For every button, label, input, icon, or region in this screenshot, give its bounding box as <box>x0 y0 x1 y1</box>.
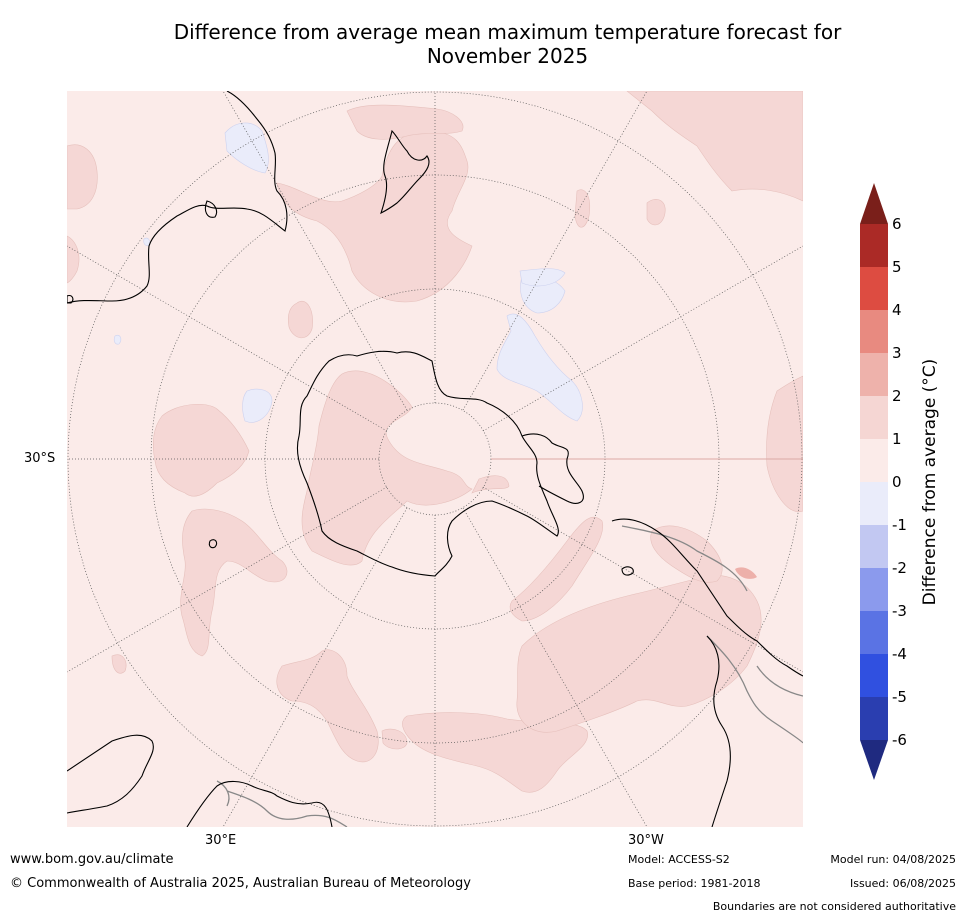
madagascar-coastline <box>208 539 218 549</box>
boundary-line <box>216 780 230 807</box>
anomaly-patch <box>113 334 122 345</box>
model-run-date: Model run: 04/08/2025 <box>830 853 956 866</box>
colorbar-segment <box>860 310 888 353</box>
copyright-text: © Commonwealth of Australia 2025, Austra… <box>10 876 471 891</box>
colorbar-lower-extension <box>860 740 888 780</box>
colorbar-segment <box>860 267 888 310</box>
antarctic-interior-patch <box>301 370 473 566</box>
colorbar: 6 5 4 3 2 1 0 -1 -2 -3 -4 -5 -6 Difference from aver… <box>860 183 940 780</box>
colorbar-tick-label: -1 <box>892 516 907 534</box>
anomaly-patch <box>626 91 803 202</box>
colorbar-tick-label: 6 <box>892 215 902 233</box>
colorbar-segment <box>860 482 888 525</box>
issued-date: Issued: 06/08/2025 <box>849 877 956 890</box>
colorbar-segment <box>860 396 888 439</box>
colorbar-segment <box>860 697 888 740</box>
meridian <box>462 91 648 411</box>
anomaly-patch <box>650 525 723 583</box>
colorbar-tick-label: -5 <box>892 688 907 706</box>
colorbar-tick-label: -4 <box>892 645 907 663</box>
africa-coastline <box>67 734 154 814</box>
colorbar-tick-label: 2 <box>892 387 902 405</box>
anomaly-patch <box>143 237 150 246</box>
anomaly-patch <box>381 728 408 750</box>
colorbar-tick-label: -2 <box>892 559 907 577</box>
south-america-west-coastline <box>706 635 731 827</box>
longitude-label-30w: 30°W <box>628 833 664 848</box>
anomaly-patch <box>496 313 583 422</box>
australia-coastline <box>67 91 288 304</box>
boundary-line <box>756 665 803 697</box>
boundaries-note: Boundaries are not considered authoritat… <box>712 900 956 913</box>
coastlines <box>67 91 803 827</box>
colorbar-tick-label: 4 <box>892 301 902 319</box>
title-line-1: Difference from average mean maximum tem… <box>173 20 842 44</box>
anomaly-2-to-3-region <box>735 567 757 579</box>
anomaly-1-to-2-regions <box>67 91 803 793</box>
longitude-label-30e: 30°E <box>205 833 237 848</box>
africa-south-coastline <box>186 780 333 827</box>
anomaly-patch <box>646 199 666 226</box>
anomaly-patch <box>574 189 590 228</box>
anomaly-neg1-to-0-regions <box>113 122 583 423</box>
colorbar-segment <box>860 568 888 611</box>
colorbar-tick-label: -3 <box>892 602 907 620</box>
colorbar-segment <box>860 224 888 267</box>
anomaly-patch <box>287 301 313 339</box>
colorbar-segment <box>860 439 888 482</box>
anomaly-patch <box>152 403 250 497</box>
anomaly-patch <box>111 654 127 674</box>
antarctic-peninsula-coastline <box>521 433 584 504</box>
antarctica-coastline <box>296 350 559 577</box>
base-period: Base period: 1981-2018 <box>628 877 761 890</box>
boundary-line <box>706 635 803 744</box>
colorbar-tick-label: 5 <box>892 258 902 276</box>
colorbar-segment <box>860 525 888 568</box>
new-zealand-coastline <box>380 129 430 215</box>
title-line-2: November 2025 <box>426 44 589 68</box>
anomaly-patch <box>402 712 588 793</box>
colorbar-tick-label: 3 <box>892 344 902 362</box>
colorbar-segments <box>860 183 888 780</box>
anomaly-patch <box>242 388 273 423</box>
anomaly-patch <box>346 104 464 140</box>
anomaly-patch <box>471 475 510 494</box>
colorbar-segment <box>860 654 888 697</box>
colorbar-segment <box>860 611 888 654</box>
colorbar-tick-label: -6 <box>892 731 907 749</box>
meridian <box>462 507 648 827</box>
map-title: Difference from average mean maximum tem… <box>60 20 955 68</box>
falkland-islands-coastline <box>621 566 634 576</box>
anomaly-patch <box>67 144 98 210</box>
latitude-label: 30°S <box>24 451 56 466</box>
meridian <box>222 91 408 411</box>
country-boundaries <box>216 525 803 827</box>
model-name: Model: ACCESS-S2 <box>628 853 730 866</box>
anomaly-patch <box>224 122 269 174</box>
boundary-line <box>226 790 348 827</box>
bom-url[interactable]: www.bom.gov.au/climate <box>10 852 174 867</box>
colorbar-segment <box>860 353 888 396</box>
meridian <box>222 507 408 827</box>
anomaly-patch <box>516 575 762 733</box>
colorbar-label: Difference from average (°C) <box>920 359 940 606</box>
south-america-coastline <box>611 518 803 677</box>
anomaly-patch <box>180 508 288 657</box>
anomaly-map <box>67 91 803 827</box>
anomaly-patch <box>766 375 803 512</box>
colorbar-upper-extension <box>860 183 888 224</box>
tasmania-coastline <box>204 200 218 218</box>
colorbar-tick-label: 0 <box>892 473 902 491</box>
boundary-line <box>621 525 748 592</box>
colorbar-tick-label: 1 <box>892 430 902 448</box>
colorbar-tick-labels: 6 5 4 3 2 1 0 -1 -2 -3 -4 -5 -6 <box>892 215 907 749</box>
anomaly-patch <box>519 268 566 287</box>
island-coastline <box>67 295 74 304</box>
